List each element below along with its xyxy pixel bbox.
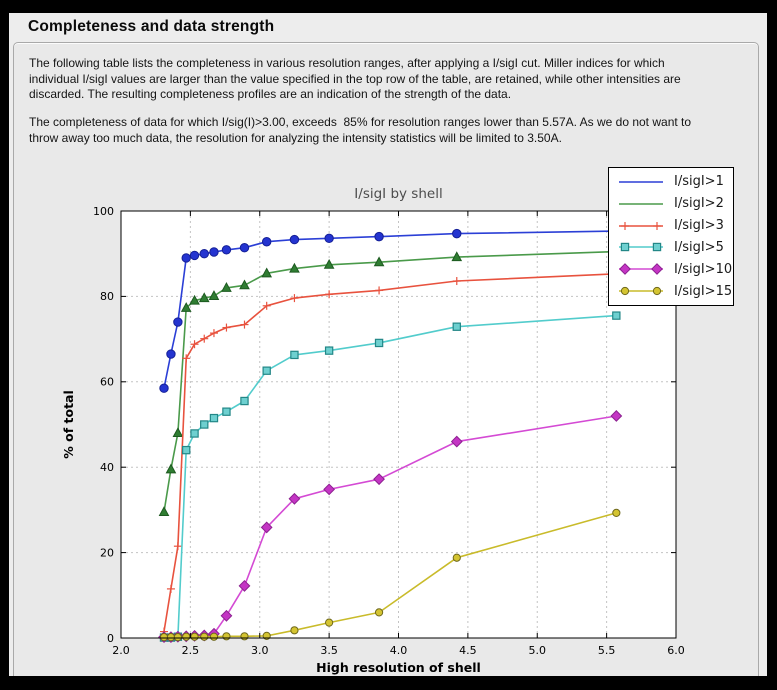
legend-row-I/sigI>10: I/sigI>10 xyxy=(617,259,733,279)
legend-sample-circle-icon xyxy=(619,181,663,183)
legend-label: I/sigI>10 xyxy=(674,261,733,277)
legend-label: I/sigI>5 xyxy=(674,239,724,255)
legend-label: I/sigI>15 xyxy=(674,283,733,299)
legend-row-I/sigI>3: I/sigI>3 xyxy=(617,216,729,236)
legend-sample-plus-icon xyxy=(619,221,663,230)
legend-label: I/sigI>3 xyxy=(674,218,724,234)
report-window: Completeness and data strength The follo… xyxy=(9,13,767,676)
legend-sample-triangle-icon xyxy=(619,202,663,205)
legend-row-I/sigI>2: I/sigI>2 xyxy=(617,194,729,214)
legend-sample-diamond-icon xyxy=(619,263,663,276)
page-title: Completeness and data strength xyxy=(28,18,275,35)
chart-legend: I/sigI>1 I/sigI>2 I/sigI>3 I/sigI>5 I/sigI>1… xyxy=(608,167,734,306)
report-panel: The following table lists the completene… xyxy=(13,42,759,676)
description-paragraph-1: The following table lists the completene… xyxy=(29,56,681,101)
legend-row-I/sigI>15: I/sigI>15 xyxy=(617,281,733,301)
legend-label: I/sigI>1 xyxy=(674,174,724,190)
legend-row-I/sigI>1: I/sigI>1 xyxy=(617,172,729,192)
legend-sample-square-icon xyxy=(619,243,663,252)
legend-label: I/sigI>2 xyxy=(674,196,724,212)
description-paragraph-2: The completeness of data for which I/sig… xyxy=(29,115,692,145)
legend-row-I/sigI>5: I/sigI>5 xyxy=(617,237,729,257)
legend-sample-circle-small-icon xyxy=(619,286,663,296)
